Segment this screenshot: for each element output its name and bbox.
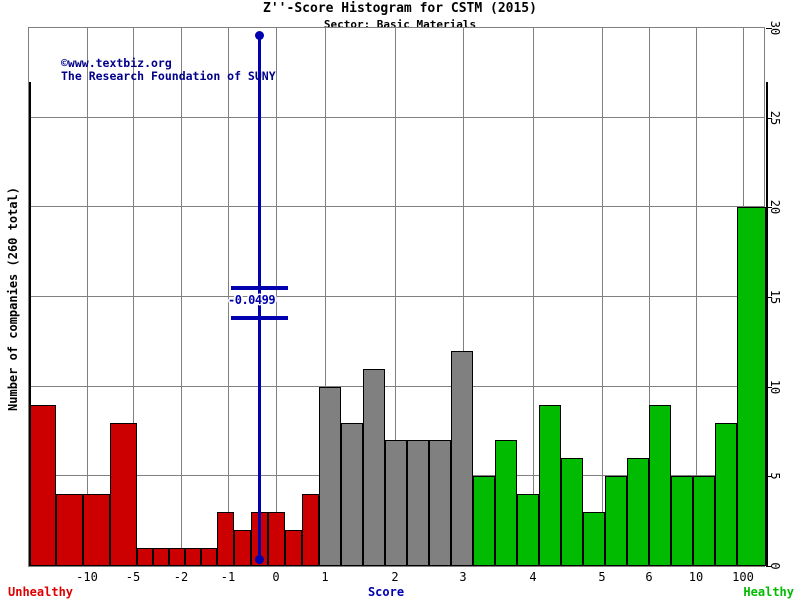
histogram-bar — [429, 440, 451, 566]
histogram-bar — [234, 530, 251, 566]
gridline-x-6 — [649, 28, 650, 566]
histogram-bar — [137, 548, 153, 566]
histogram-bar — [83, 494, 110, 566]
histogram-bar — [561, 458, 583, 566]
y-tick-mark — [766, 297, 772, 298]
gridline-x--2 — [181, 28, 182, 566]
gridline-y-30 — [29, 27, 764, 28]
plot-area: -0.0499 ©www.textbiz.org The Research Fo… — [28, 27, 768, 567]
histogram-bar — [517, 494, 539, 566]
y-tick-label: 30 — [768, 20, 782, 36]
histogram-bar — [363, 368, 385, 566]
y-tick-label: 5 — [768, 472, 782, 480]
gridline-x-2 — [395, 28, 396, 566]
x-tick-label: 6 — [645, 570, 653, 584]
y-axis-label: Number of companies (260 total) — [6, 187, 20, 411]
histogram-bar — [385, 440, 407, 566]
x-axis-label-score: Score — [367, 585, 405, 599]
x-tick-label: -2 — [173, 570, 189, 584]
histogram-bar — [110, 422, 137, 566]
y-tick-label: 15 — [768, 289, 782, 305]
chart-title: Z''-Score Histogram for CSTM (2015) — [263, 1, 537, 16]
histogram-bar — [56, 494, 83, 566]
histogram-bar — [341, 422, 363, 566]
gridline-x--5 — [133, 28, 134, 566]
y-tick-mark — [766, 207, 772, 209]
histogram-bar — [627, 458, 649, 566]
x-tick-label: 4 — [529, 570, 537, 584]
gridline-y-20 — [29, 206, 764, 208]
y-tick-mark — [766, 476, 772, 478]
watermark-line-2: The Research Foundation of SUNY — [61, 69, 276, 83]
x-tick-label: 1 — [321, 570, 329, 584]
histogram-bar — [201, 548, 217, 566]
histogram-bar — [268, 512, 285, 566]
x-tick-label: 3 — [459, 570, 467, 584]
histogram-bar — [169, 548, 185, 566]
y-tick-label: 0 — [768, 562, 782, 570]
histogram-bar — [185, 548, 201, 566]
y-tick-label: 25 — [768, 110, 782, 125]
gridline-x-4 — [533, 28, 534, 566]
x-tick-label: -1 — [220, 570, 236, 584]
histogram-bar — [407, 440, 429, 566]
histogram-bar — [285, 530, 302, 566]
y-tick-mark — [766, 117, 772, 119]
x-tick-label: -10 — [76, 570, 98, 584]
gridline-x-1 — [325, 28, 326, 566]
histogram-bar — [605, 476, 627, 566]
x-tick-label: 100 — [732, 570, 754, 584]
gridline-x-3 — [463, 28, 464, 566]
histogram-bar — [671, 476, 693, 566]
gridline-x-10 — [696, 28, 697, 566]
marker-dot-bottom — [255, 555, 264, 564]
gridline-x-5 — [602, 28, 603, 566]
x-tick-label: 0 — [272, 570, 280, 584]
histogram-bar — [539, 404, 561, 566]
histogram-bar — [715, 422, 737, 566]
x-tick-label: 2 — [391, 570, 399, 584]
x-tick-label: 10 — [688, 570, 704, 584]
y-tick-label: 20 — [768, 200, 782, 215]
watermark-line-1: ©www.textbiz.org — [61, 56, 172, 70]
watermark: ©www.textbiz.org The Research Foundation… — [61, 57, 276, 83]
x-tick-label: -5 — [125, 570, 141, 584]
gridline-x--10 — [87, 28, 88, 566]
histogram-bar — [473, 476, 495, 566]
histogram-bar — [153, 548, 169, 566]
histogram-bar — [693, 476, 715, 566]
y-tick-mark — [766, 566, 772, 567]
histogram-bars — [29, 28, 768, 566]
x-axis-label-unhealthy: Unhealthy — [8, 585, 74, 599]
gridline-x-0 — [276, 28, 277, 566]
gridline-x--1 — [228, 28, 229, 566]
marker-dot-top — [255, 31, 264, 40]
histogram-bar — [451, 350, 473, 566]
x-tick-label: 5 — [598, 570, 606, 584]
histogram-bar — [29, 404, 56, 566]
histogram-bar — [737, 207, 766, 566]
gridline-y-15 — [29, 296, 764, 297]
histogram-bar — [217, 512, 234, 566]
marker-value-label: -0.0499 — [228, 293, 276, 307]
y-tick-mark — [766, 386, 772, 388]
y-tick-label: 10 — [768, 379, 782, 394]
histogram-bar — [766, 81, 768, 566]
histogram-bar — [302, 494, 319, 566]
histogram-bar — [319, 386, 341, 566]
histogram-bar — [495, 440, 517, 566]
gridline-y-25 — [29, 116, 764, 118]
marker-bracket-top — [231, 286, 288, 290]
histogram-bar — [649, 404, 671, 566]
y-tick-mark — [766, 28, 772, 29]
marker-line — [258, 34, 261, 564]
x-axis-label-healthy: Healthy — [743, 585, 794, 599]
marker-bracket-bottom — [231, 316, 288, 320]
gridline-y-10 — [29, 385, 764, 387]
histogram-bar — [583, 512, 605, 566]
histogram-bar — [29, 476, 31, 566]
